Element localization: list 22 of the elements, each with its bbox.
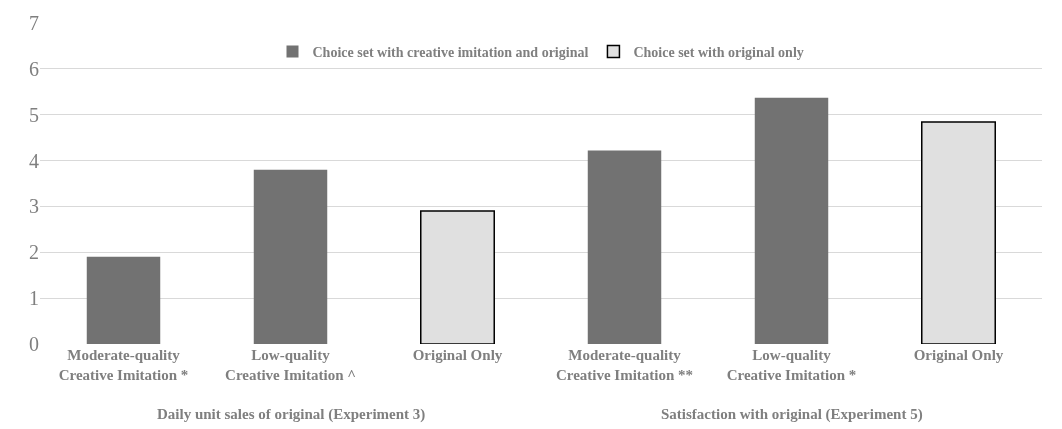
- legend-label: Choice set with original only: [633, 44, 804, 60]
- x-tick-label: Original Only: [913, 347, 1004, 363]
- bar: [253, 169, 328, 344]
- y-tick-label: 6: [29, 57, 39, 80]
- text: Daily unit sales of original (Experiment 3): [157, 406, 426, 423]
- x-tick-label: Low-quality Creative Imitation *: [726, 347, 857, 383]
- legend-label: Choice set with creative imitation and original: [312, 44, 589, 60]
- y-tick-label: 3: [29, 195, 39, 218]
- y-tick-label: 2: [29, 241, 39, 264]
- x-tick-label: Moderate-quality Creative Imitation **: [555, 347, 694, 383]
- y-tick-label: 1: [29, 287, 39, 310]
- x-tick-label: Low-quality Creative Imitation ^: [225, 347, 356, 383]
- x-tick-label: Moderate-quality Creative Imitation *: [58, 347, 189, 383]
- bar: [587, 150, 662, 344]
- y-tick-label: 5: [29, 103, 39, 126]
- bar: [754, 97, 829, 344]
- text: Satisfaction with original (Experiment 5): [661, 406, 923, 423]
- bar: [86, 256, 161, 344]
- x-tick-label: Original Only: [412, 347, 503, 363]
- y-tick-label: 0: [29, 333, 39, 355]
- y-tick-label: 4: [29, 149, 39, 172]
- y-tick-label: 7: [29, 12, 39, 34]
